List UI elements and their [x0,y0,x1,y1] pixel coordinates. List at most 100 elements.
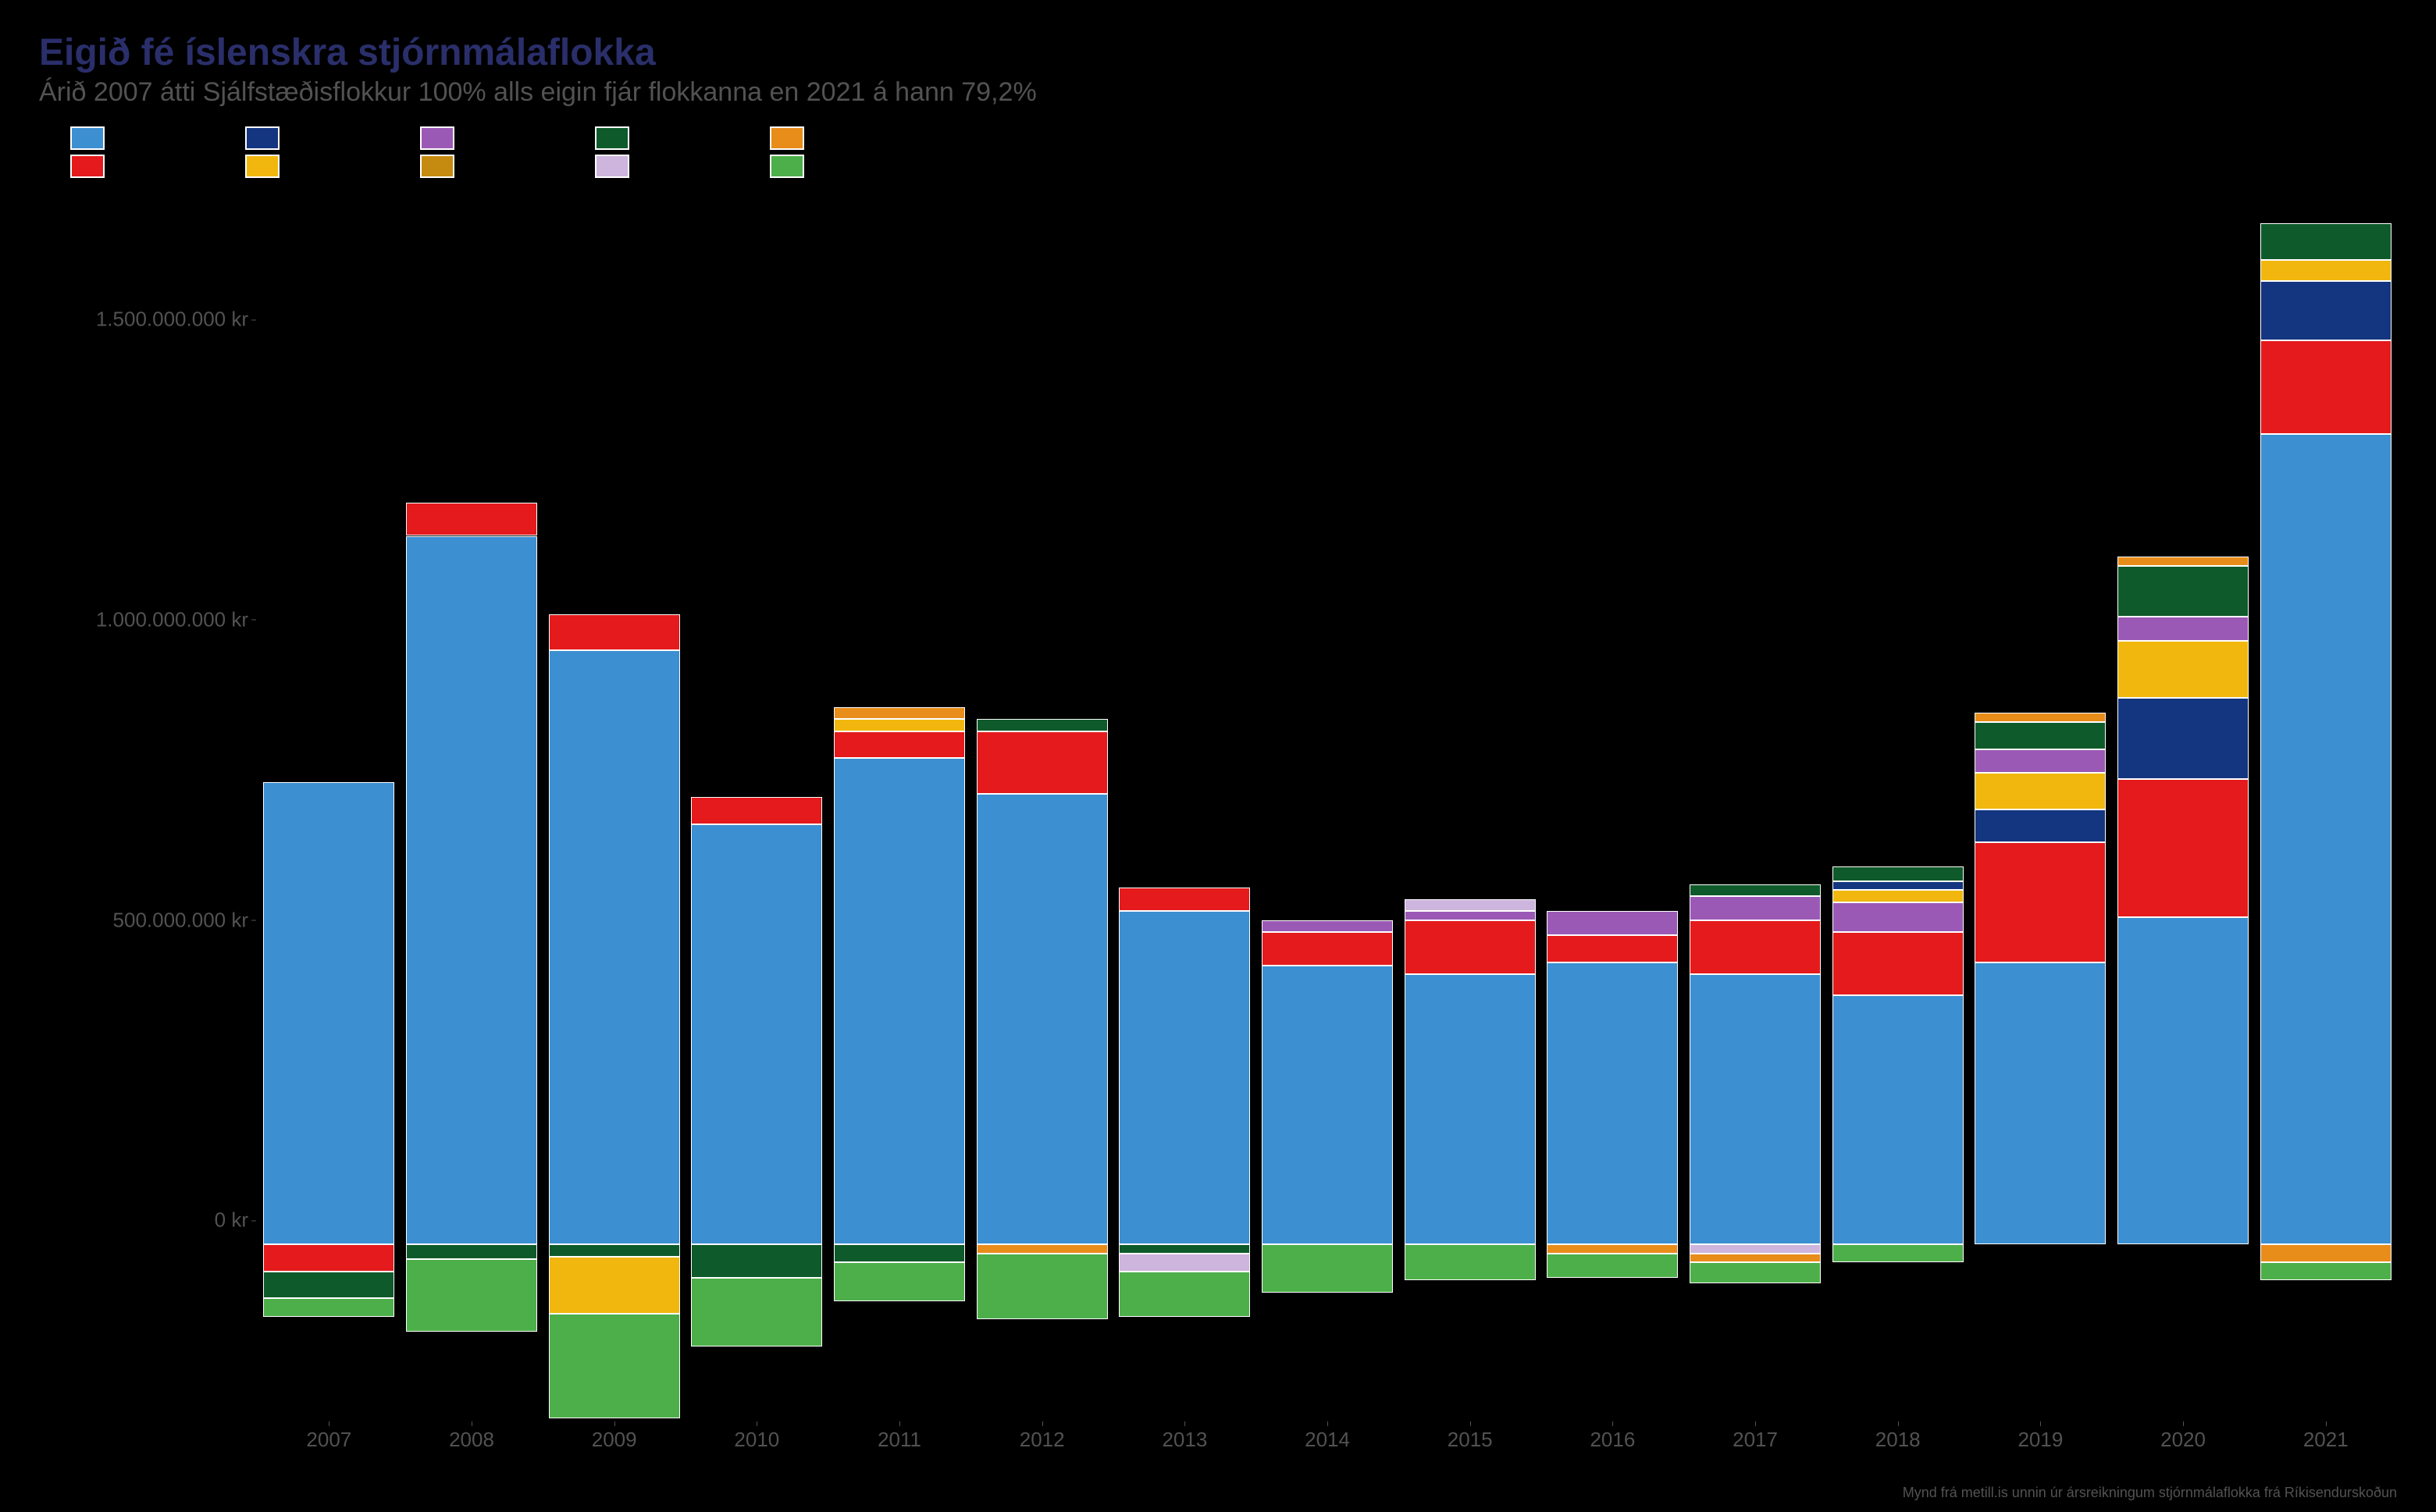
bar-segment-red [1547,935,1678,962]
legend-swatch-green [770,155,804,178]
bar-segment-red [263,1244,394,1272]
chart-title: Eigið fé íslenskra stjórnmálaflokka [39,31,2397,74]
bar-segment-green [1690,1262,1821,1283]
x-tick: 2012 [970,1428,1113,1459]
bar-column [977,194,1108,1425]
bar-segment-yellow [834,719,965,731]
bar-segment-blue [263,782,394,1244]
bar-segment-yellow [1832,890,1964,902]
bar-segment-navy [1975,809,2106,842]
bar-segment-darkgreen [263,1272,394,1299]
bar-segment-red [1975,842,2106,962]
bar-column [263,194,394,1425]
bar-segment-darkgreen [549,1244,680,1256]
bar-segment-green [977,1254,1108,1320]
bar-segment-darkgreen [2260,223,2391,259]
legend-swatch-yellow [245,155,280,178]
bar-segment-green [1547,1254,1678,1278]
legend-column [70,126,105,178]
bar-column [1405,194,1536,1425]
bar-segment-red [1832,932,1964,995]
legend-swatch-darkyellow [420,155,454,178]
bar-segment-orange [1690,1254,1821,1263]
x-tick: 2013 [1113,1428,1256,1459]
bar-segment-red [2117,779,2249,917]
bar-column [1547,194,1678,1425]
bar-segment-purple [1975,749,2106,774]
legend-swatch-red [70,155,105,178]
bar-segment-navy [2260,281,2391,341]
bar-segment-purple [1405,911,1536,920]
bar-segment-orange [1975,713,2106,722]
bar-segment-darkgreen [2117,566,2249,617]
x-tick: 2008 [401,1428,543,1459]
bar-segment-darkgreen [977,719,1108,731]
bar-segment-yellow [2117,641,2249,698]
y-tick: 1.500.000.000 kr [96,308,248,332]
x-tick: 2021 [2254,1428,2397,1459]
bar-segment-red [977,731,1108,795]
bar-segment-yellow [2260,260,2391,281]
bar-column [549,194,680,1425]
bar-segment-blue [2117,917,2249,1244]
bar-segment-darkgreen [1975,722,2106,749]
bar-segment-green [834,1262,965,1301]
x-tick: 2018 [1826,1428,1969,1459]
chart-caption: Mynd frá metill.is unnin úr ársreikningu… [1903,1485,2397,1501]
bar-segment-blue [406,536,537,1245]
bar-segment-darkgreen [691,1244,822,1277]
bar-segment-green [1262,1244,1393,1293]
bar-plot [258,194,2397,1425]
x-tick: 2015 [1398,1428,1541,1459]
bar-segment-blue [1119,911,1250,1244]
bar-segment-red [1690,920,1821,974]
bar-segment-purple [1690,896,1821,920]
bar-segment-darkgreen [1690,884,1821,896]
chart-figure: Eigið fé íslenskra stjórnmálaflokka Árið… [0,0,2436,1512]
bar-segment-blue [549,650,680,1245]
bar-segment-darkgreen [834,1244,965,1262]
bar-segment-darkgreen [1832,866,1964,881]
bar-segment-green [691,1278,822,1347]
bar-segment-blue [834,758,965,1244]
legend-swatch-lilac [595,155,629,178]
bar-segment-red [1405,920,1536,974]
bar-segment-green [1119,1272,1250,1317]
x-tick: 2007 [258,1428,401,1459]
bar-segment-red [549,614,680,650]
x-tick: 2010 [686,1428,828,1459]
bar-column [1119,194,1250,1425]
plot-area: 0 kr500.000.000 kr1.000.000.000 kr1.500.… [39,194,2397,1425]
bar-segment-green [263,1298,394,1316]
bar-segment-red [1262,932,1393,965]
y-tick: 500.000.000 kr [113,908,248,932]
bar-column [2117,194,2249,1425]
bar-column [1262,194,1393,1425]
bar-segment-blue [1547,962,1678,1245]
y-axis: 0 kr500.000.000 kr1.000.000.000 kr1.500.… [39,194,258,1425]
bar-segment-red [1119,888,1250,912]
x-tick: 2011 [828,1428,971,1459]
bar-column [834,194,965,1425]
bar-segment-blue [1832,995,1964,1244]
x-tick: 2009 [543,1428,686,1459]
bar-segment-navy [1832,881,1964,891]
bar-segment-darkgreen [1119,1244,1250,1254]
bar-segment-blue [1262,966,1393,1245]
legend-column [595,126,629,178]
bar-column [406,194,537,1425]
x-tick: 2014 [1256,1428,1399,1459]
bar-segment-orange [2117,557,2249,566]
x-tick: 2019 [1969,1428,2112,1459]
bar-segment-red [2260,340,2391,433]
chart-subtitle: Árið 2007 átti Sjálfstæðisflokkur 100% a… [39,77,2397,108]
bar-segment-green [2260,1262,2391,1280]
bar-segment-green [406,1259,537,1331]
legend-column [420,126,454,178]
bar-segment-blue [1690,974,1821,1244]
bar-segment-lilac [1405,899,1536,911]
x-tick: 2016 [1541,1428,1684,1459]
bar-segment-navy [2117,698,2249,779]
bar-segment-purple [2117,617,2249,641]
bar-column [1832,194,1964,1425]
